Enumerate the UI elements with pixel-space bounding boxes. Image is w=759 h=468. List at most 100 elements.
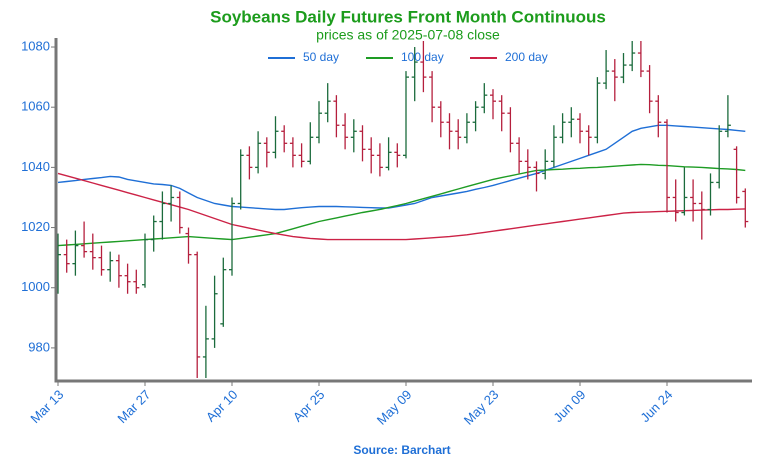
chart-title: Soybeans Daily Futures Front Month Conti… (210, 7, 606, 26)
ohlc-bar (446, 113, 453, 150)
ohlc-bar (350, 119, 357, 153)
ohlc-bar (272, 116, 279, 159)
ohlc-bar (542, 149, 549, 180)
ohlc-bar (420, 41, 427, 93)
ohlc-bar (568, 107, 575, 138)
ohlc-bar (655, 95, 662, 138)
ohlc-bar (81, 221, 88, 258)
ohlc-bar (498, 95, 505, 132)
ma-line (57, 124, 746, 211)
ma-line (57, 172, 746, 241)
ohlc-bar (202, 305, 209, 378)
x-tick-label: Mar 13 (27, 387, 66, 426)
x-tick-label: Apr 25 (290, 387, 328, 425)
ohlc-bar (481, 83, 488, 114)
ohlc-bar (133, 269, 140, 294)
ohlc-bar (490, 89, 496, 120)
ohlc-bar (255, 131, 262, 174)
ohlc-bar (681, 167, 688, 216)
ohlc-bar (289, 137, 296, 168)
ohlc-bar (524, 149, 531, 180)
ohlc-bar (463, 113, 470, 144)
ohlc-bar (533, 161, 540, 192)
ohlc-bar (142, 233, 148, 288)
y-tick-label: 1020 (21, 219, 50, 234)
ohlc-bar (107, 251, 114, 282)
ohlc-bar (516, 137, 523, 174)
ohlc-bar (98, 245, 105, 276)
ohlc-bar (637, 41, 644, 78)
y-tick-label: 1060 (21, 99, 50, 114)
ohlc-bar (211, 275, 218, 348)
ohlc-bar (376, 143, 383, 177)
ohlc-bar (507, 107, 514, 153)
legend-label: 200 day (505, 50, 548, 64)
ohlc-bar (115, 254, 122, 288)
ohlc-bar (664, 119, 670, 213)
x-tick-label: Jun 09 (550, 387, 588, 425)
ohlc-bar (603, 50, 610, 90)
source: Source: Barchart (353, 443, 450, 457)
ohlc-bar (646, 65, 653, 114)
ohlc-bar (629, 41, 636, 72)
ohlc-bar (620, 53, 627, 84)
ohlc-bar (298, 143, 305, 168)
ma-line (57, 163, 746, 247)
ohlc-bar (733, 146, 740, 204)
ohlc-bar (150, 215, 157, 252)
x-tick-label: Mar 27 (114, 387, 153, 426)
ohlc-bar (316, 101, 322, 144)
ohlc-bar (472, 101, 479, 132)
ohlc-bar (394, 143, 401, 168)
ohlc-bar (724, 95, 731, 138)
ohlc-bar (585, 125, 592, 156)
x-tick-label: Jun 24 (637, 387, 675, 425)
ohlc-bar (559, 113, 566, 144)
ohlc-bar (368, 137, 375, 174)
y-tick-label: 980 (28, 339, 50, 354)
ohlc-bar (246, 146, 253, 180)
ohlc-bar (359, 125, 366, 162)
ohlc-bar (194, 251, 201, 378)
ohlc-bar (168, 185, 175, 222)
ohlc-bar (698, 191, 705, 240)
x-tick-label: Apr 10 (203, 387, 241, 425)
legend-label: 100 day (401, 50, 444, 64)
ohlc-bar (550, 125, 557, 168)
ohlc-bar (611, 59, 618, 102)
ohlc-bar (594, 77, 601, 144)
ohlc-bar (185, 227, 192, 264)
ohlc-bar (411, 47, 418, 102)
y-tick-label: 1080 (21, 38, 50, 53)
ohlc-bar (89, 233, 96, 270)
legend-label: 50 day (303, 50, 339, 64)
ohlc-bar (577, 113, 583, 144)
ohlc-bar (72, 230, 79, 276)
ohlc-bar (229, 197, 235, 276)
ohlc-bar (333, 95, 340, 138)
x-tick-label: May 23 (461, 387, 502, 428)
ohlc-bar (437, 101, 444, 138)
ohlc-bar (742, 188, 749, 228)
ohlc-bar (690, 179, 697, 222)
ohlc-bar (63, 239, 70, 273)
ohlc-bar (429, 71, 436, 123)
chart-subtitle: prices as of 2025-07-08 close (316, 27, 500, 43)
x-tick-label: May 09 (374, 387, 415, 428)
y-tick-label: 1040 (21, 159, 50, 174)
ohlc-bar (324, 83, 331, 123)
ohlc-bar (124, 263, 131, 294)
ohlc-bar (307, 122, 314, 165)
ohlc-bar (716, 125, 723, 189)
ohlc-bar (281, 125, 288, 153)
ohlc-bar (707, 173, 714, 216)
ohlc-bar (159, 191, 166, 240)
ohlc-bar (263, 137, 270, 168)
ohlc-bar (342, 113, 349, 150)
ohlc-bar (455, 119, 462, 150)
ohlc-bar (385, 137, 392, 171)
ohlc-bar (672, 179, 679, 222)
ohlc-bar (237, 149, 244, 210)
ohlc-bar (403, 71, 409, 159)
